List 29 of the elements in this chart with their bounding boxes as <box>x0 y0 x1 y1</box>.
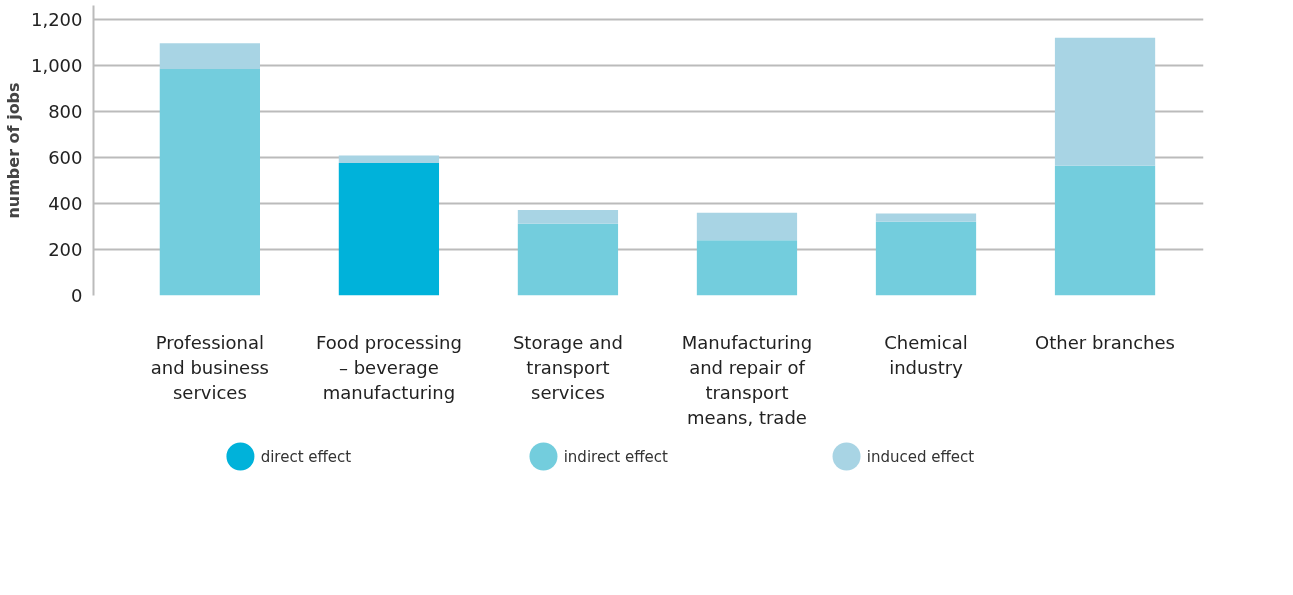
y-tick-label: 400 <box>48 192 83 214</box>
x-tick-label: Manufacturing and repair of transport means, trade <box>681 331 813 429</box>
y-axis-title: number of jobs <box>3 82 23 219</box>
y-tick-label: 600 <box>48 146 83 168</box>
bar <box>338 155 440 163</box>
legend-label: direct effect <box>260 447 352 466</box>
legend-label: induced effect <box>866 447 975 466</box>
bar <box>1054 37 1156 166</box>
bar <box>517 223 619 296</box>
y-tick-label: 0 <box>71 285 83 306</box>
x-tick-label: Chemical industry <box>884 331 968 378</box>
bar <box>1054 165 1156 296</box>
bar <box>875 213 977 222</box>
bar <box>875 221 977 296</box>
bar <box>696 240 798 296</box>
bar <box>159 43 260 70</box>
y-tick-label: 1,200 <box>30 8 83 30</box>
bar <box>696 212 798 241</box>
bar <box>159 69 260 296</box>
x-tick-label: Storage and transport services <box>512 331 623 403</box>
bar <box>517 209 619 224</box>
x-tick-label: Other branches <box>1035 331 1175 353</box>
bar <box>338 162 440 296</box>
x-tick-label: Professional and business services <box>150 331 269 403</box>
x-tick-label: Food processing – beverage manufacturing <box>315 331 462 403</box>
legend-label: indirect effect <box>563 447 669 466</box>
y-tick-label: 800 <box>48 100 83 122</box>
y-tick-label: 1,000 <box>30 54 83 76</box>
y-tick-label: 200 <box>48 238 83 260</box>
